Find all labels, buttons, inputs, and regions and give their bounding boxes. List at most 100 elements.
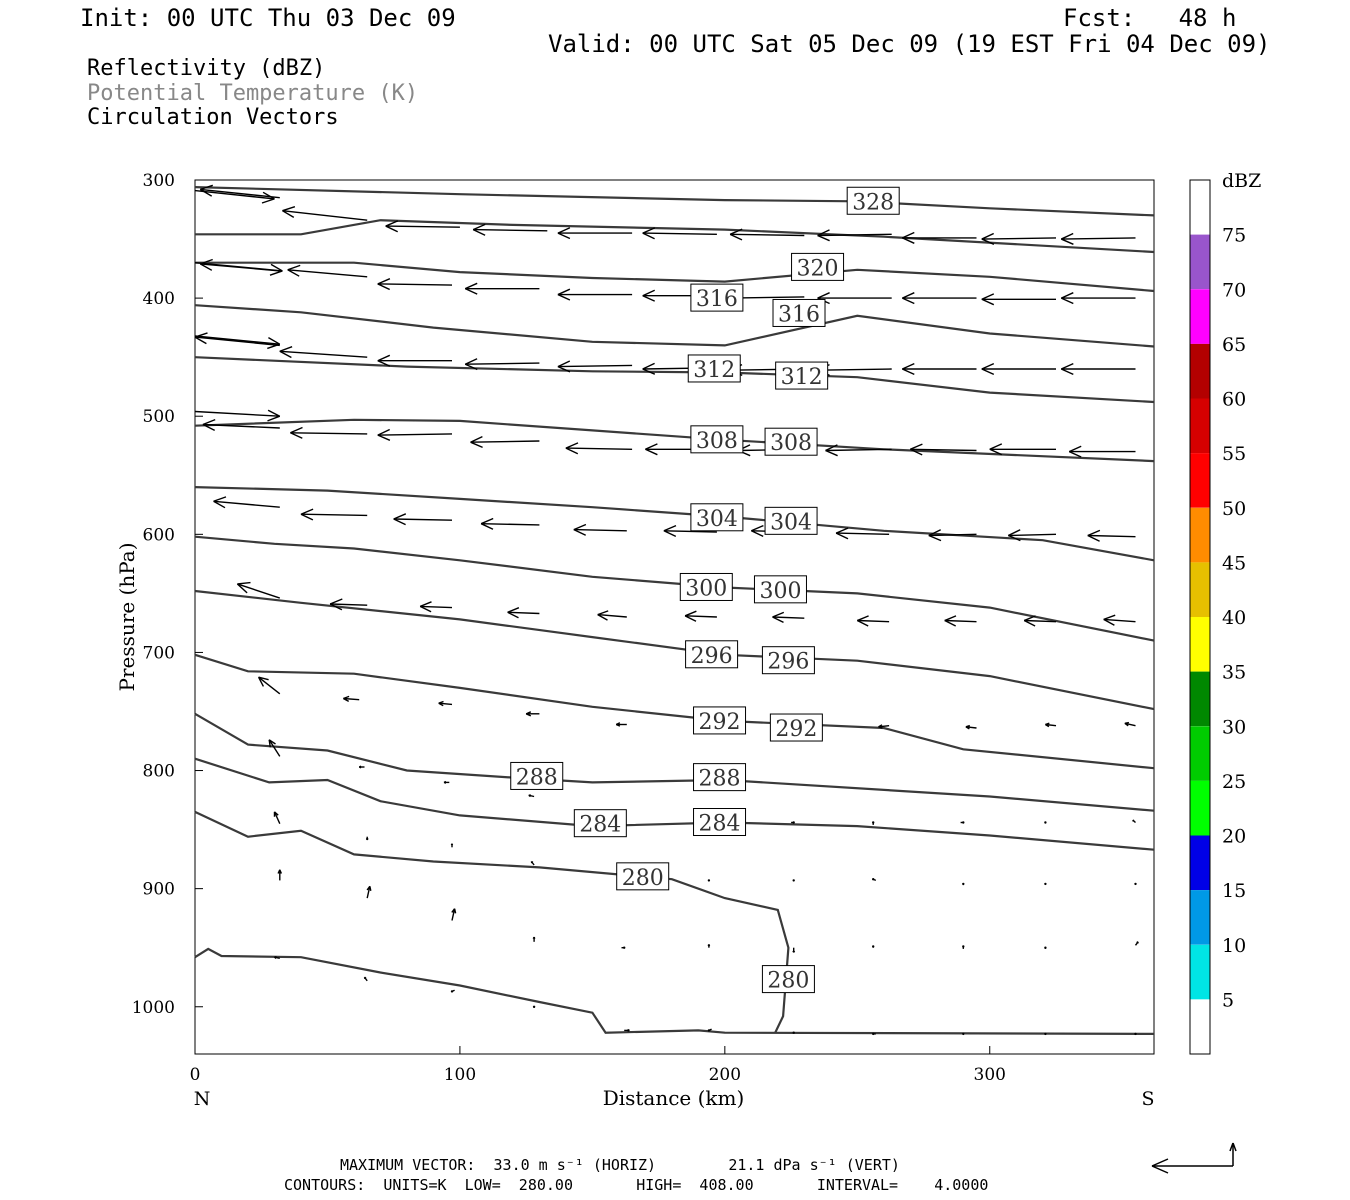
circulation-vector xyxy=(393,513,453,526)
circulation-vector xyxy=(450,843,454,848)
svg-text:288: 288 xyxy=(699,767,741,792)
circulation-vector xyxy=(530,860,535,866)
circulation-vector xyxy=(480,517,540,530)
svg-text:288: 288 xyxy=(516,765,558,790)
circulation-vector xyxy=(981,293,1056,306)
circulation-vector xyxy=(684,610,717,622)
y-tick-label: 500 xyxy=(143,407,175,427)
colorbar-tick-label: 15 xyxy=(1222,880,1246,902)
circulation-vector xyxy=(300,508,368,521)
theta-contour-316 xyxy=(194,304,1155,348)
circulation-vector xyxy=(329,598,368,611)
circulation-vector xyxy=(464,358,540,371)
contour-label-308: 308 xyxy=(690,425,744,454)
circulation-vector xyxy=(438,700,453,707)
circulation-vector xyxy=(902,231,977,244)
contour-label-284: 284 xyxy=(573,809,627,838)
circulation-vector xyxy=(236,581,281,599)
x-axis-label: Distance (km) xyxy=(603,1086,745,1110)
init-time: Init: 00 UTC Thu 03 Dec 09 xyxy=(80,4,456,32)
circulation-vector xyxy=(825,444,892,457)
circulation-vector xyxy=(792,947,796,953)
theta-contour-300 xyxy=(194,535,1155,642)
circulation-vector xyxy=(565,442,633,455)
circulation-vector xyxy=(1060,362,1136,376)
contour-label-296: 296 xyxy=(761,646,815,675)
contour-label-316: 316 xyxy=(690,283,744,312)
colorbar-swatch xyxy=(1190,507,1210,563)
circulation-vector xyxy=(419,601,453,613)
circulation-vector xyxy=(377,278,453,291)
circulation-vector xyxy=(965,724,977,730)
valid-time: Valid: 00 UTC Sat 05 Dec 09 (19 EST Fri … xyxy=(548,30,1271,58)
colorbar-swatch xyxy=(1190,453,1210,508)
circulation-vector xyxy=(835,527,890,540)
svg-text:292: 292 xyxy=(775,717,817,742)
y-tick-label: 1000 xyxy=(132,998,175,1018)
colorbar-swatch xyxy=(1190,780,1210,836)
circulation-vector xyxy=(989,443,1056,456)
circulation-vector xyxy=(944,615,977,627)
theta-contour-320 xyxy=(195,261,1155,293)
colorbar-frame xyxy=(1189,179,1211,1055)
circulation-vector xyxy=(1023,615,1057,627)
circulation-vector xyxy=(1060,232,1136,245)
circulation-vector xyxy=(1087,529,1136,542)
x-end-label-north: N xyxy=(194,1088,211,1110)
contour-label-320: 320 xyxy=(791,252,845,281)
theta-contour-324 xyxy=(195,219,1155,254)
circulation-vector xyxy=(792,1031,795,1034)
circulation-vector xyxy=(557,360,633,373)
colorbar-swatch xyxy=(1190,999,1210,1054)
circulation-vector xyxy=(902,292,977,305)
circulation-vector xyxy=(1068,445,1136,458)
contour-label-284: 284 xyxy=(693,808,747,837)
x-tick-label: 300 xyxy=(974,1065,1006,1085)
theta-contour-280 xyxy=(194,947,1155,1035)
y-tick-label: 300 xyxy=(143,171,175,191)
x-end-label-south: S xyxy=(1141,1088,1154,1110)
circulation-vector xyxy=(385,220,460,233)
circulation-vector xyxy=(528,794,535,798)
contour-label-292: 292 xyxy=(769,713,823,742)
svg-text:316: 316 xyxy=(778,302,820,327)
svg-text:312: 312 xyxy=(781,365,823,390)
theta-contour-296 xyxy=(194,589,1155,711)
circulation-vector xyxy=(707,1028,712,1032)
circulation-vector xyxy=(282,206,368,221)
svg-text:296: 296 xyxy=(767,650,809,675)
svg-text:308: 308 xyxy=(770,431,812,456)
circulation-vector xyxy=(194,409,281,422)
circulation-vector xyxy=(363,976,368,982)
theta-contour-284 xyxy=(194,757,1155,851)
y-tick-label: 600 xyxy=(143,525,175,545)
circulation-vector xyxy=(621,946,626,949)
y-tick-label: 400 xyxy=(143,289,175,309)
circulation-vector xyxy=(1134,882,1137,886)
circulation-vector xyxy=(343,695,360,703)
circulation-vector xyxy=(450,989,455,993)
circulation-vector xyxy=(287,264,368,278)
circulation-vector xyxy=(199,184,280,199)
circulation-vector xyxy=(962,945,965,949)
svg-text:312: 312 xyxy=(693,358,735,383)
circulation-vector xyxy=(1044,821,1047,824)
svg-text:304: 304 xyxy=(770,510,812,535)
svg-text:328: 328 xyxy=(852,190,894,215)
circulation-vector xyxy=(624,1028,630,1032)
colorbar-tick-label: 20 xyxy=(1222,826,1246,848)
circulation-vector xyxy=(872,1032,876,1036)
svg-text:292: 292 xyxy=(699,710,741,735)
svg-text:300: 300 xyxy=(759,579,801,604)
x-tick-label: 0 xyxy=(190,1065,201,1085)
circulation-vector xyxy=(273,811,281,824)
circulation-vector xyxy=(872,878,877,882)
svg-text:284: 284 xyxy=(579,813,621,838)
contour-label-304: 304 xyxy=(690,503,744,532)
svg-text:320: 320 xyxy=(797,256,839,281)
contour-label-288: 288 xyxy=(510,761,564,790)
circulation-vector xyxy=(772,611,805,624)
circulation-vector xyxy=(1060,292,1136,305)
circulation-vector xyxy=(902,362,977,376)
colorbar-tick-label: 25 xyxy=(1222,771,1246,793)
